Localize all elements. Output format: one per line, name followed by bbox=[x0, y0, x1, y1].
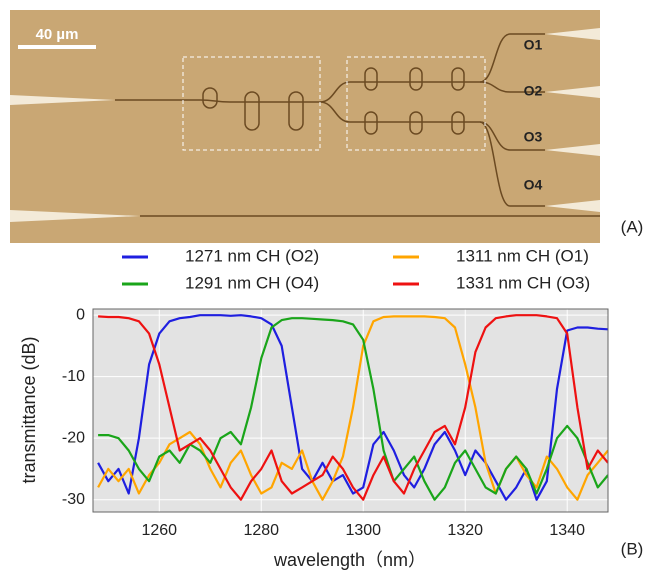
port-label: O1 bbox=[524, 37, 543, 53]
x-tick-label: 1280 bbox=[243, 522, 279, 539]
output-taper bbox=[545, 28, 600, 40]
taper bbox=[10, 210, 140, 222]
highlight-box bbox=[346, 56, 486, 151]
x-tick-label: 1300 bbox=[345, 522, 381, 539]
panel-label: (A) bbox=[621, 217, 644, 236]
output-taper bbox=[545, 144, 600, 156]
x-tick-label: 1260 bbox=[141, 522, 177, 539]
micrograph: 40 µm O1 O2 O3 O4 (A) bbox=[10, 10, 643, 243]
legend-label: 1291 nm CH (O4) bbox=[185, 273, 319, 292]
legend-label: 1271 nm CH (O2) bbox=[185, 246, 319, 265]
y-tick-label: -10 bbox=[62, 368, 85, 385]
legend-label: 1331 nm CH (O3) bbox=[456, 273, 590, 292]
x-tick-label: 1340 bbox=[549, 522, 585, 539]
plot-frame bbox=[92, 308, 609, 513]
y-tick-label: 0 bbox=[76, 306, 85, 323]
port-label: O3 bbox=[524, 129, 543, 145]
highlight-box bbox=[182, 56, 321, 151]
x-tick-label: 1320 bbox=[447, 522, 483, 539]
port-label: O2 bbox=[524, 83, 543, 99]
series-line bbox=[98, 317, 608, 501]
series-line bbox=[97, 314, 608, 501]
chart: (B) wavelength（nm） transmittance (dB) -3… bbox=[19, 246, 644, 569]
y-axis-label: transmittance (dB) bbox=[19, 336, 39, 483]
waveguides bbox=[115, 33, 600, 217]
legend-label: 1311 nm CH (O1) bbox=[456, 246, 589, 265]
panel-label: (B) bbox=[621, 539, 644, 558]
port-label: O4 bbox=[524, 177, 543, 193]
y-tick-label: -20 bbox=[62, 429, 85, 446]
series-line bbox=[98, 314, 608, 501]
scale-bar bbox=[18, 45, 96, 49]
input-taper bbox=[10, 95, 115, 105]
x-axis-label: wavelength（nm） bbox=[273, 550, 426, 570]
output-taper bbox=[545, 200, 600, 212]
scale-bar-label: 40 µm bbox=[36, 26, 79, 43]
series-line bbox=[97, 315, 608, 501]
y-tick-label: -30 bbox=[62, 491, 85, 508]
micrograph-background bbox=[10, 10, 600, 243]
output-taper bbox=[545, 86, 600, 98]
